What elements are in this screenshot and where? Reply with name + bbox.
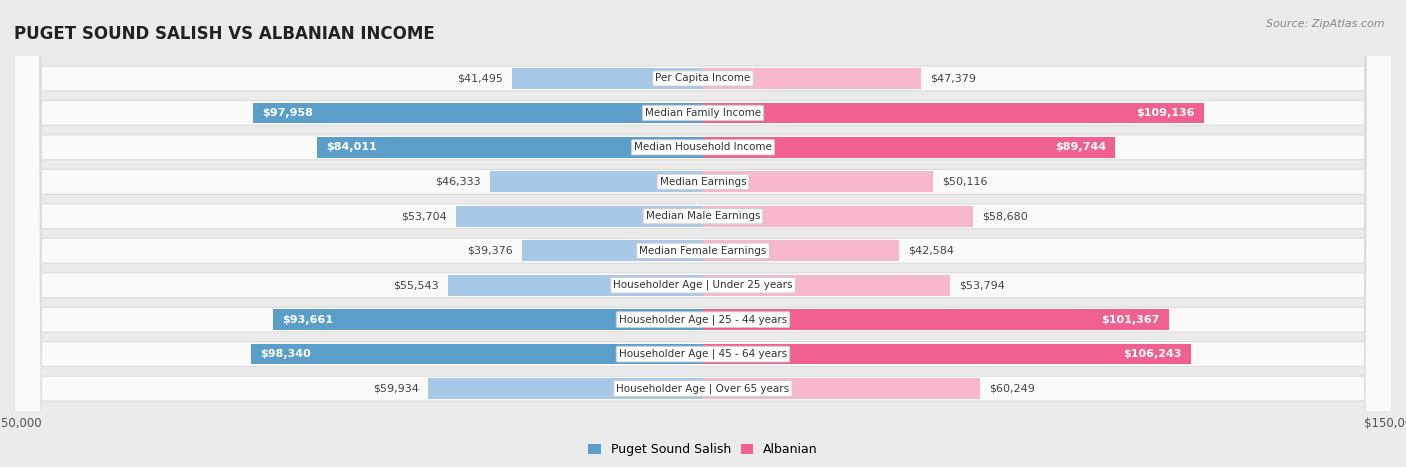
FancyBboxPatch shape [703, 378, 980, 399]
Text: $106,243: $106,243 [1123, 349, 1182, 359]
Text: $98,340: $98,340 [260, 349, 311, 359]
FancyBboxPatch shape [14, 0, 1392, 467]
FancyBboxPatch shape [252, 344, 703, 364]
Text: $47,379: $47,379 [929, 73, 976, 84]
Text: Per Capita Income: Per Capita Income [655, 73, 751, 84]
Text: Median Household Income: Median Household Income [634, 142, 772, 152]
Text: Householder Age | Under 25 years: Householder Age | Under 25 years [613, 280, 793, 290]
Text: $97,958: $97,958 [263, 108, 314, 118]
FancyBboxPatch shape [318, 137, 703, 158]
Text: $109,136: $109,136 [1136, 108, 1195, 118]
FancyBboxPatch shape [491, 171, 703, 192]
Text: $55,543: $55,543 [394, 280, 439, 290]
Text: $39,376: $39,376 [467, 246, 513, 256]
Text: $46,333: $46,333 [436, 177, 481, 187]
FancyBboxPatch shape [449, 275, 703, 296]
FancyBboxPatch shape [703, 344, 1191, 364]
Text: Householder Age | Over 65 years: Householder Age | Over 65 years [616, 383, 790, 394]
FancyBboxPatch shape [273, 309, 703, 330]
Text: $59,934: $59,934 [373, 383, 419, 394]
Text: Median Female Earnings: Median Female Earnings [640, 246, 766, 256]
Text: $101,367: $101,367 [1101, 315, 1160, 325]
FancyBboxPatch shape [703, 103, 1205, 123]
Text: Householder Age | 25 - 44 years: Householder Age | 25 - 44 years [619, 314, 787, 325]
Text: Median Family Income: Median Family Income [645, 108, 761, 118]
Text: $89,744: $89,744 [1054, 142, 1107, 152]
FancyBboxPatch shape [703, 171, 934, 192]
Text: $93,661: $93,661 [283, 315, 333, 325]
Text: PUGET SOUND SALISH VS ALBANIAN INCOME: PUGET SOUND SALISH VS ALBANIAN INCOME [14, 25, 434, 43]
Text: Median Male Earnings: Median Male Earnings [645, 211, 761, 221]
Text: $84,011: $84,011 [326, 142, 377, 152]
Text: $50,116: $50,116 [942, 177, 988, 187]
Text: $53,704: $53,704 [401, 211, 447, 221]
FancyBboxPatch shape [14, 0, 1392, 467]
FancyBboxPatch shape [14, 0, 1392, 467]
Text: $53,794: $53,794 [959, 280, 1005, 290]
FancyBboxPatch shape [14, 0, 1392, 467]
Text: $58,680: $58,680 [981, 211, 1028, 221]
Legend: Puget Sound Salish, Albanian: Puget Sound Salish, Albanian [583, 439, 823, 461]
Text: Householder Age | 45 - 64 years: Householder Age | 45 - 64 years [619, 349, 787, 359]
Text: $42,584: $42,584 [908, 246, 953, 256]
Text: Source: ZipAtlas.com: Source: ZipAtlas.com [1267, 19, 1385, 28]
FancyBboxPatch shape [253, 103, 703, 123]
FancyBboxPatch shape [522, 241, 703, 261]
FancyBboxPatch shape [14, 0, 1392, 467]
FancyBboxPatch shape [512, 68, 703, 89]
FancyBboxPatch shape [703, 275, 950, 296]
FancyBboxPatch shape [427, 378, 703, 399]
Text: $60,249: $60,249 [988, 383, 1035, 394]
FancyBboxPatch shape [703, 241, 898, 261]
FancyBboxPatch shape [14, 0, 1392, 467]
FancyBboxPatch shape [703, 206, 973, 226]
FancyBboxPatch shape [14, 0, 1392, 467]
FancyBboxPatch shape [457, 206, 703, 226]
FancyBboxPatch shape [14, 0, 1392, 467]
Text: $41,495: $41,495 [457, 73, 503, 84]
FancyBboxPatch shape [703, 68, 921, 89]
FancyBboxPatch shape [703, 309, 1168, 330]
FancyBboxPatch shape [703, 137, 1115, 158]
FancyBboxPatch shape [14, 0, 1392, 467]
Text: Median Earnings: Median Earnings [659, 177, 747, 187]
FancyBboxPatch shape [14, 0, 1392, 467]
